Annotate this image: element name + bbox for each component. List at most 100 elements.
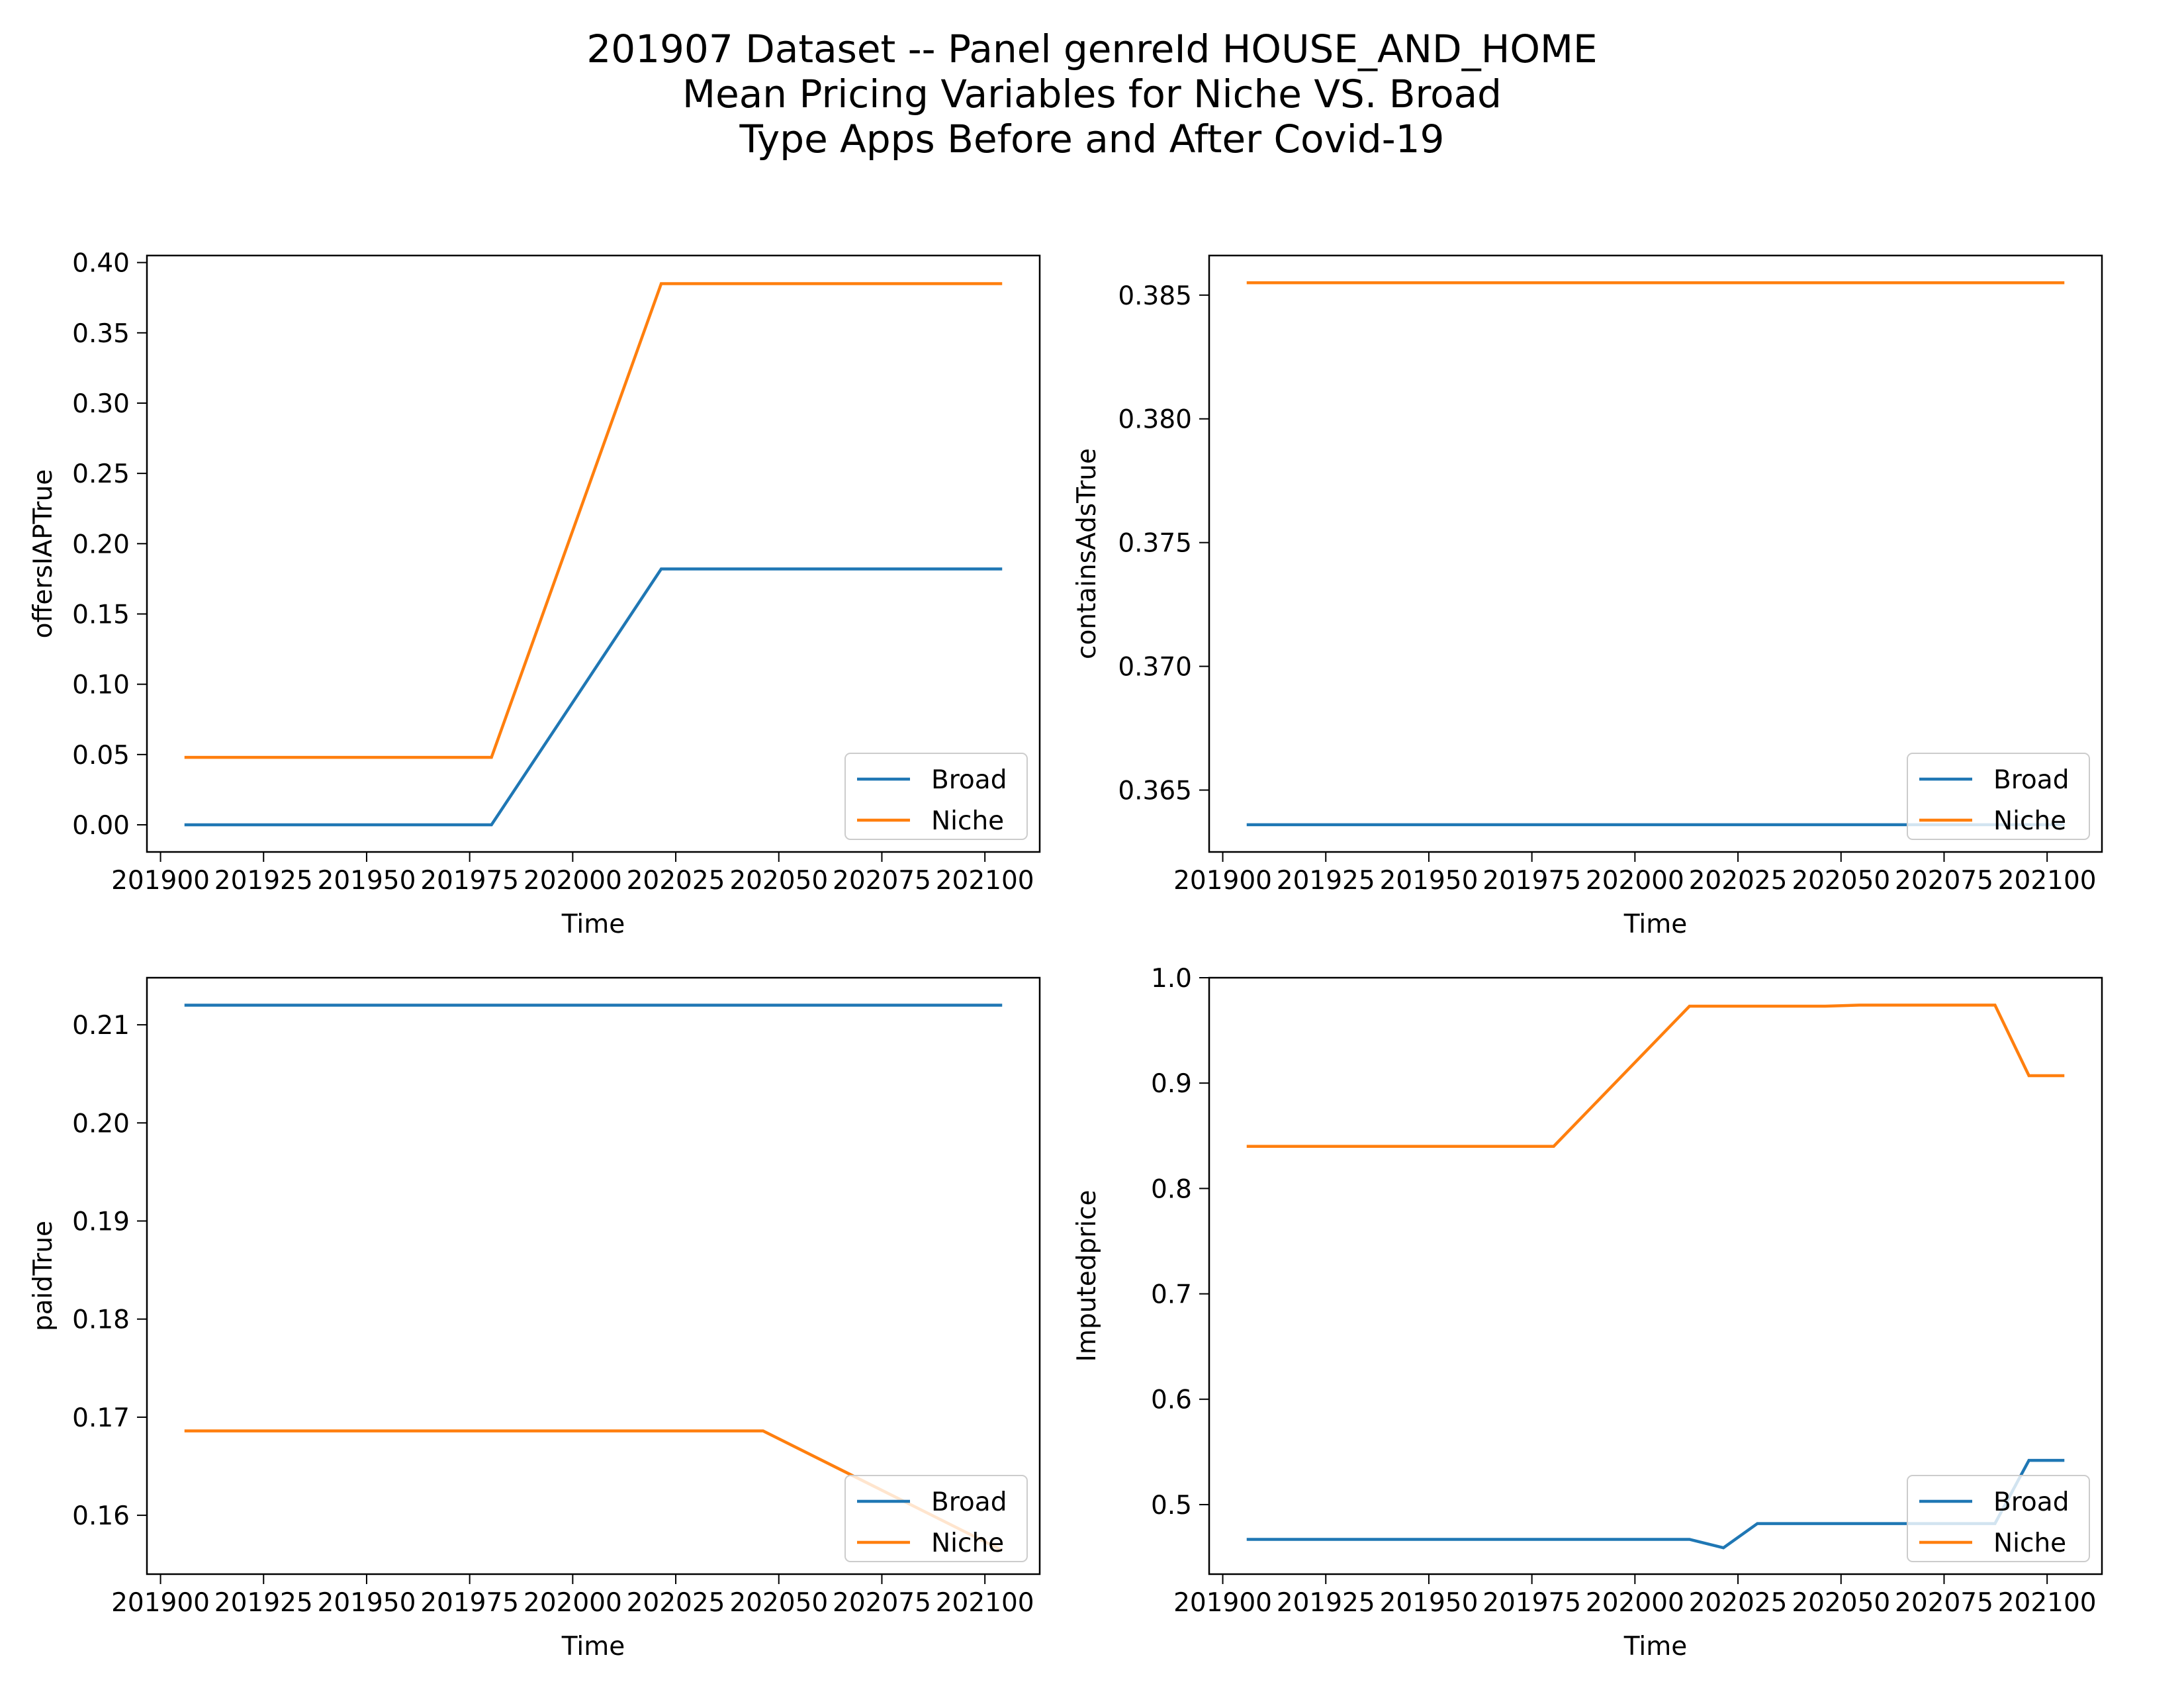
x-tick-label: 202000 <box>1586 866 1684 896</box>
x-tick-label: 202025 <box>627 1588 725 1618</box>
x-tick-label: 201900 <box>111 866 210 896</box>
y-tick-label: 0.20 <box>72 530 130 559</box>
legend-label-broad: Broad <box>1993 765 2069 795</box>
x-tick-label: 201900 <box>1173 866 1272 896</box>
legend: Broad Niche <box>844 1475 1028 1562</box>
x-axis-label: Time <box>1623 1632 1687 1662</box>
x-tick-label: 202050 <box>729 1588 828 1618</box>
y-tick-label: 0.6 <box>1151 1385 1192 1415</box>
x-tick-label: 202100 <box>1998 1588 2097 1618</box>
legend: Broad Niche <box>844 753 1028 840</box>
chart-panel-1: 201900 201925 201950 201975 202000 202025 2020… <box>28 249 1041 939</box>
series-line-niche <box>184 282 1003 759</box>
y-tick-label: 0.40 <box>72 249 130 279</box>
x-axis-label: Time <box>1623 910 1687 939</box>
y-tick-label: 0.5 <box>1151 1491 1192 1521</box>
y-tick-label: 0.385 <box>1118 281 1192 311</box>
y-tick-label: 0.19 <box>72 1207 130 1237</box>
x-tick-label: 202075 <box>833 866 931 896</box>
x-tick-label: 201925 <box>214 1588 313 1618</box>
legend-box <box>844 1475 1028 1562</box>
x-tick-label: 202050 <box>1792 866 1890 896</box>
legend-box <box>1907 1475 2090 1562</box>
y-tick-label: 1.0 <box>1151 964 1192 994</box>
y-tick-label: 0.35 <box>72 319 130 349</box>
y-axis-label: Imputedprice <box>1072 1190 1102 1362</box>
x-tick-label: 201925 <box>1277 1588 1375 1618</box>
x-tick-label: 202050 <box>729 866 828 896</box>
x-tick-label: 201950 <box>318 866 416 896</box>
legend-label-broad: Broad <box>931 1487 1007 1517</box>
y-tick-label: 0.25 <box>72 459 130 489</box>
y-tick-label: 0.370 <box>1118 653 1192 682</box>
x-tick-label: 201975 <box>420 866 519 896</box>
y-tick-label: 0.20 <box>72 1109 130 1139</box>
x-tick-label: 202000 <box>523 1588 622 1618</box>
x-tick-label: 201900 <box>111 1588 210 1618</box>
series-line-niche <box>1246 1004 2065 1148</box>
y-axis-label: paidTrue <box>28 1221 58 1331</box>
x-axis-label: Time <box>561 1632 625 1662</box>
y-axis-label: containsAdsTrue <box>1072 448 1102 659</box>
y-tick-label: 0.30 <box>72 389 130 419</box>
y-tick-label: 0.21 <box>72 1011 130 1041</box>
x-tick-label: 202025 <box>1689 866 1788 896</box>
y-tick-label: 0.8 <box>1151 1174 1192 1204</box>
x-tick-label: 201925 <box>1277 866 1375 896</box>
axes-frame <box>1208 976 2103 1575</box>
x-tick-label: 202050 <box>1792 1588 1890 1618</box>
y-tick-label: 0.16 <box>72 1501 130 1531</box>
x-tick-label: 202000 <box>1586 1588 1684 1618</box>
y-tick-label: 0.05 <box>72 741 130 771</box>
y-tick-label: 0.10 <box>72 671 130 700</box>
chart-panel-4: 201900 201925 201950 201975 202000 202025 2020… <box>1072 964 2103 1662</box>
x-tick-label: 202100 <box>936 1588 1034 1618</box>
title-line-2: Mean Pricing Variables for Niche VS. Bro… <box>682 71 1502 117</box>
y-axis-label: offersIAPTrue <box>28 469 58 639</box>
x-tick-label: 201950 <box>318 1588 416 1618</box>
x-tick-label: 202025 <box>627 866 725 896</box>
axes-frame <box>146 254 1041 853</box>
title-line-1: 201907 Dataset -- Panel genreId HOUSE_AN… <box>586 26 1598 71</box>
x-tick-label: 201975 <box>1482 866 1581 896</box>
chart-panel-2: 201900 201925 201950 201975 202000 202025 2020… <box>1072 254 2103 939</box>
axes-frame <box>146 976 1041 1575</box>
x-tick-label: 201950 <box>1380 1588 1479 1618</box>
x-tick-label: 201975 <box>420 1588 519 1618</box>
x-axis-label: Time <box>561 910 625 939</box>
x-tick-label: 202000 <box>523 866 622 896</box>
legend: Broad Niche <box>1907 753 2090 840</box>
legend-box <box>1907 753 2090 840</box>
figure-title: 201907 Dataset -- Panel genreId HOUSE_AN… <box>0 26 2184 162</box>
legend-label-niche: Niche <box>1993 1528 2066 1558</box>
chart-panel-3: 201900 201925 201950 201975 202000 202025 2020… <box>28 976 1041 1662</box>
legend-label-broad: Broad <box>931 765 1007 795</box>
legend-box <box>844 753 1028 840</box>
y-tick-label: 0.375 <box>1118 529 1192 559</box>
x-tick-label: 202100 <box>936 866 1034 896</box>
y-tick-label: 0.7 <box>1151 1280 1192 1310</box>
x-tick-label: 201975 <box>1482 1588 1581 1618</box>
y-tick-label: 0.17 <box>72 1403 130 1433</box>
x-tick-label: 202075 <box>833 1588 931 1618</box>
x-tick-label: 201925 <box>214 866 313 896</box>
y-tick-label: 0.9 <box>1151 1069 1192 1099</box>
legend-label-broad: Broad <box>1993 1487 2069 1517</box>
y-tick-label: 0.18 <box>72 1305 130 1335</box>
y-tick-label: 0.00 <box>72 811 130 841</box>
legend: Broad Niche <box>1907 1475 2090 1562</box>
legend-label-niche: Niche <box>931 806 1004 836</box>
x-tick-label: 201900 <box>1173 1588 1272 1618</box>
title-line-3: Type Apps Before and After Covid-19 <box>739 117 1445 162</box>
x-tick-label: 202075 <box>1895 1588 1993 1618</box>
legend-label-niche: Niche <box>931 1528 1004 1558</box>
axes-frame <box>1208 254 2103 853</box>
legend-label-niche: Niche <box>1993 806 2066 836</box>
y-tick-label: 0.15 <box>72 600 130 630</box>
x-tick-label: 202025 <box>1689 1588 1788 1618</box>
x-tick-label: 202075 <box>1895 866 1993 896</box>
y-tick-label: 0.380 <box>1118 405 1192 435</box>
x-tick-label: 202100 <box>1998 866 2097 896</box>
series-line-broad <box>184 567 1003 827</box>
